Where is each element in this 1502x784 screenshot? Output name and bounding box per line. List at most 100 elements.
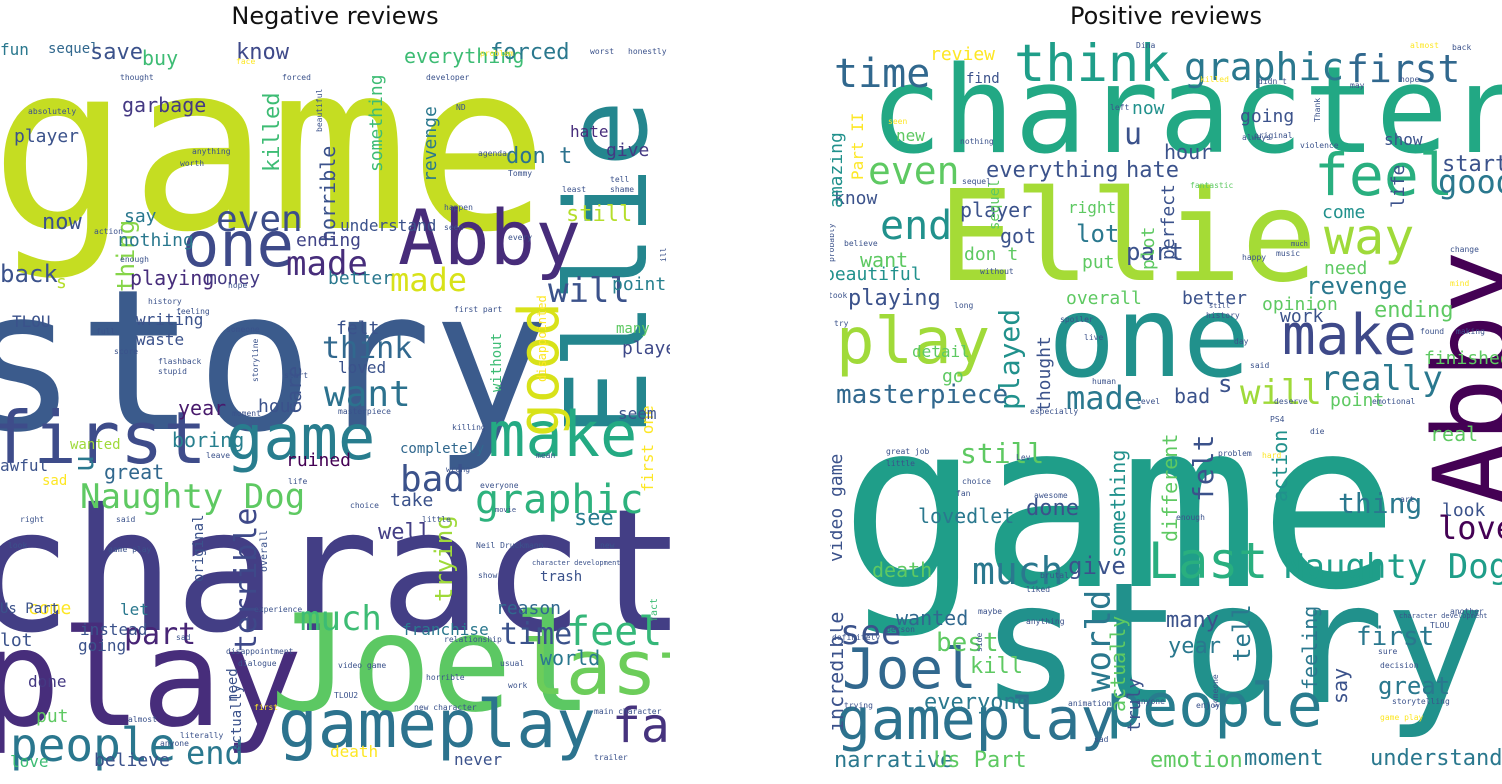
word-mind: change [1450, 245, 1479, 254]
word-understand: understand [1370, 746, 1502, 771]
word-history: always [1242, 133, 1271, 142]
word-full: usual [500, 659, 525, 668]
word-main-character: mean [536, 451, 556, 460]
word-abby: Abby [398, 193, 582, 282]
word-nothing: garbage [122, 93, 207, 117]
word-story: story [980, 546, 1486, 742]
word-ruined: hour [258, 396, 302, 417]
word-nd: first part [454, 305, 503, 314]
word-s: s [1218, 370, 1233, 398]
word-good: good [1438, 163, 1502, 201]
word-mean: killing [452, 423, 486, 432]
word-level: especially [1030, 407, 1079, 416]
word-experience: disappointment [226, 647, 294, 656]
word-trash: many [616, 321, 650, 337]
word-detail: detail [912, 342, 970, 361]
word-see: see [840, 613, 902, 653]
positive-reviews-title: Positive reviews [1069, 2, 1263, 30]
word-everyone: almost [128, 715, 157, 724]
negative-wordcloud: game story character play Joel Ellie Abb… [0, 42, 670, 778]
word-art: TLOU [1430, 621, 1450, 630]
word-sad: video game [338, 661, 387, 670]
word-feeling: enough [120, 255, 149, 264]
word-incredible: incredible [830, 611, 848, 732]
word-agenda: worth [180, 159, 205, 168]
word-awful: TLOU [12, 312, 51, 331]
word-anyone: said [116, 515, 136, 524]
word-little: great job [886, 447, 930, 456]
word-player: something [366, 74, 387, 172]
word-die: sad [1094, 735, 1109, 744]
word-understand: original [191, 514, 207, 582]
word-going: come [28, 598, 72, 619]
word-put: done [28, 672, 67, 691]
word-finished: finished [1424, 348, 1502, 369]
word-really: really [1320, 359, 1443, 399]
word-even: even [216, 199, 303, 240]
word-enjoy: anyone [1136, 697, 1165, 706]
word-anyone: animation [1068, 699, 1112, 708]
word-want: want [860, 248, 909, 272]
word-death: death [872, 558, 933, 582]
word-revenge: forced [490, 42, 570, 65]
word-game: game [840, 371, 1399, 641]
word-character: character [870, 42, 1502, 181]
word-money: playing [130, 266, 215, 290]
word-tommy: anything [192, 147, 231, 156]
word-day: live [1084, 333, 1104, 342]
word-every: least [562, 185, 587, 194]
word-lev: PS4 [1270, 415, 1285, 424]
word-part-ii: Part II [848, 112, 867, 180]
word-last: Last [1148, 532, 1269, 590]
word-filler: still [1209, 302, 1231, 310]
word-anything: side [975, 632, 984, 652]
word-many: seem [618, 404, 657, 423]
word-right: right [1068, 198, 1117, 217]
word-especially: emotional [1372, 397, 1416, 406]
word-trying: little [886, 459, 915, 468]
word-don-t: point [612, 274, 667, 295]
word-well: boring [172, 428, 245, 452]
word-movie: action [94, 227, 123, 236]
word-show: show [1384, 130, 1423, 149]
word-play: play [836, 305, 991, 379]
word-now: nothing [118, 230, 194, 251]
word-life: leave [206, 451, 231, 460]
word-problem: right [20, 515, 45, 524]
word-great: terrible [229, 507, 264, 653]
word-game: game [0, 42, 549, 283]
word-wanted: awful [0, 456, 49, 475]
word-original: hope [1400, 75, 1420, 84]
word-left: nothing [960, 137, 994, 146]
word-thought: thought [1034, 336, 1055, 412]
word-music: happy [1242, 253, 1267, 262]
word-start: start [1442, 152, 1502, 177]
word-probably: believe [844, 239, 878, 248]
word-video-game: horrible [426, 673, 465, 682]
word-leave: someone [226, 325, 260, 334]
word-people: people [1106, 671, 1323, 741]
word-video-game: video game [830, 453, 847, 562]
word-feeling: feeling [1298, 605, 1322, 690]
word-sure: decision [1380, 661, 1419, 670]
word-boring: great [104, 460, 165, 484]
word-liked: brutal [1040, 571, 1069, 580]
word-first-2: first [1356, 622, 1435, 652]
word-sequel: fun [0, 42, 29, 59]
word-look: look [1442, 500, 1486, 521]
word-ellie: Ellie [938, 163, 1318, 310]
word-think: made [390, 261, 468, 299]
word-definitely: trying [844, 701, 873, 710]
word-see: trying [430, 515, 458, 602]
word-game-play: overall [259, 529, 270, 572]
word-made: made [286, 244, 368, 284]
word-honestly: developer [426, 73, 470, 82]
word-sequel: sequel [987, 179, 1003, 230]
word-worst: problem [480, 49, 514, 58]
word-different: different [1158, 433, 1182, 542]
word-score: feeling [176, 307, 210, 316]
word-little: anyone [160, 739, 189, 748]
word-end: end [880, 203, 953, 249]
word-go: go [942, 366, 964, 387]
word-thing: u [67, 455, 100, 472]
